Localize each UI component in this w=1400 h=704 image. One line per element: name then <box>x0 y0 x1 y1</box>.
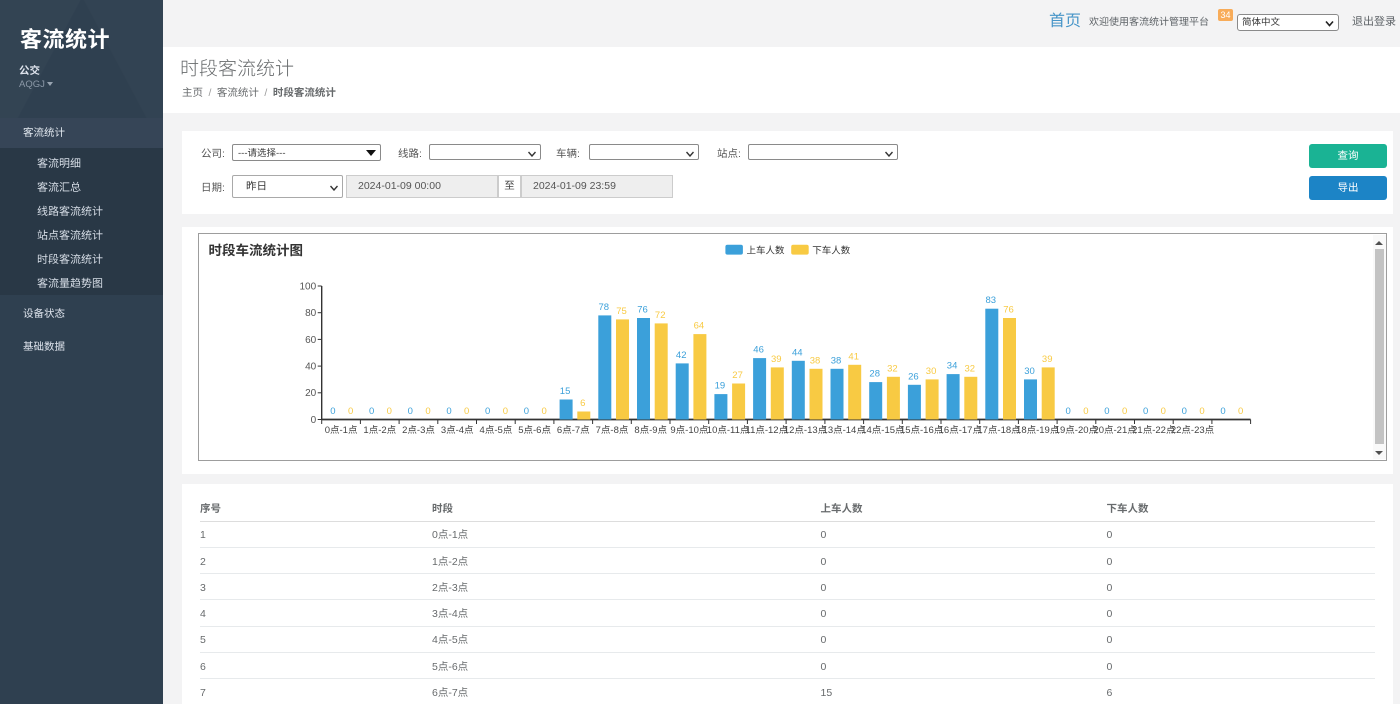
svg-text:0: 0 <box>1199 406 1204 417</box>
svg-text:0: 0 <box>1122 406 1127 417</box>
svg-text:76: 76 <box>1003 305 1014 316</box>
svg-text:80: 80 <box>305 308 317 319</box>
svg-text:60: 60 <box>305 335 317 346</box>
svg-text:0: 0 <box>387 406 392 417</box>
svg-text:39: 39 <box>1042 354 1053 365</box>
svg-text:0: 0 <box>1104 406 1109 417</box>
svg-text:18点-19点: 18点-19点 <box>1016 425 1060 436</box>
svg-text:0: 0 <box>485 406 490 417</box>
svg-text:28: 28 <box>869 369 880 380</box>
svg-text:15: 15 <box>560 386 571 397</box>
svg-text:16点-17点: 16点-17点 <box>939 425 983 436</box>
svg-text:13点-14点: 13点-14点 <box>823 425 867 436</box>
svg-text:3点-4点: 3点-4点 <box>441 425 474 436</box>
svg-text:32: 32 <box>887 363 898 374</box>
svg-text:6点-7点: 6点-7点 <box>557 425 590 436</box>
svg-text:20: 20 <box>305 388 317 399</box>
svg-text:38: 38 <box>831 355 842 366</box>
svg-text:41: 41 <box>848 351 859 362</box>
svg-text:19: 19 <box>715 381 726 392</box>
svg-text:26: 26 <box>908 371 919 382</box>
svg-text:0: 0 <box>524 406 529 417</box>
svg-text:19点-20点: 19点-20点 <box>1055 425 1099 436</box>
svg-text:40: 40 <box>305 362 317 373</box>
svg-text:76: 76 <box>637 305 648 316</box>
svg-text:9点-10点: 9点-10点 <box>670 425 709 436</box>
svg-text:6: 6 <box>580 398 585 409</box>
svg-text:0: 0 <box>330 406 335 417</box>
svg-text:39: 39 <box>771 354 782 365</box>
svg-text:0: 0 <box>1238 406 1243 417</box>
svg-text:32: 32 <box>965 363 976 374</box>
svg-text:75: 75 <box>616 306 627 317</box>
svg-text:0: 0 <box>503 406 508 417</box>
svg-text:12点-13点: 12点-13点 <box>784 425 828 436</box>
svg-text:64: 64 <box>694 321 705 332</box>
svg-text:0: 0 <box>464 406 469 417</box>
svg-text:42: 42 <box>676 350 687 361</box>
svg-text:27: 27 <box>732 370 743 381</box>
svg-text:83: 83 <box>986 295 997 306</box>
svg-text:44: 44 <box>792 347 803 358</box>
svg-text:30: 30 <box>926 366 937 377</box>
svg-text:21点-22点: 21点-22点 <box>1132 425 1176 436</box>
svg-text:22点-23点: 22点-23点 <box>1171 425 1215 436</box>
svg-text:0: 0 <box>1161 406 1166 417</box>
svg-text:5点-6点: 5点-6点 <box>518 425 551 436</box>
svg-text:30: 30 <box>1024 366 1035 377</box>
svg-text:0: 0 <box>311 415 317 426</box>
svg-text:7点-8点: 7点-8点 <box>596 425 629 436</box>
svg-text:46: 46 <box>753 345 764 356</box>
svg-text:10点-11点: 10点-11点 <box>707 425 750 436</box>
svg-text:0: 0 <box>1182 406 1187 417</box>
svg-text:11点-12点: 11点-12点 <box>746 425 789 436</box>
svg-text:15点-16点: 15点-16点 <box>900 425 944 436</box>
svg-text:0: 0 <box>408 406 413 417</box>
svg-text:4点-5点: 4点-5点 <box>480 425 513 436</box>
svg-text:38: 38 <box>810 355 821 366</box>
svg-text:100: 100 <box>300 281 317 292</box>
svg-text:0: 0 <box>369 406 374 417</box>
svg-text:8点-9点: 8点-9点 <box>634 425 667 436</box>
svg-text:2点-3点: 2点-3点 <box>402 425 435 436</box>
svg-text:17点-18点: 17点-18点 <box>977 425 1021 436</box>
svg-text:0: 0 <box>348 406 353 417</box>
svg-text:0: 0 <box>1143 406 1148 417</box>
svg-text:0: 0 <box>1083 406 1088 417</box>
svg-text:0: 0 <box>541 406 546 417</box>
svg-text:0点-1点: 0点-1点 <box>325 425 358 436</box>
svg-text:下车人数: 下车人数 <box>812 245 851 257</box>
svg-text:72: 72 <box>655 310 666 321</box>
svg-text:0: 0 <box>446 406 451 417</box>
svg-text:上车人数: 上车人数 <box>747 245 786 257</box>
svg-text:34: 34 <box>947 361 958 372</box>
svg-text:14点-15点: 14点-15点 <box>861 425 905 436</box>
svg-text:0: 0 <box>425 406 430 417</box>
svg-text:0: 0 <box>1066 406 1071 417</box>
svg-text:78: 78 <box>599 302 610 313</box>
svg-text:1点-2点: 1点-2点 <box>363 425 396 436</box>
svg-text:20点-21点: 20点-21点 <box>1093 425 1137 436</box>
svg-text:0: 0 <box>1220 406 1225 417</box>
